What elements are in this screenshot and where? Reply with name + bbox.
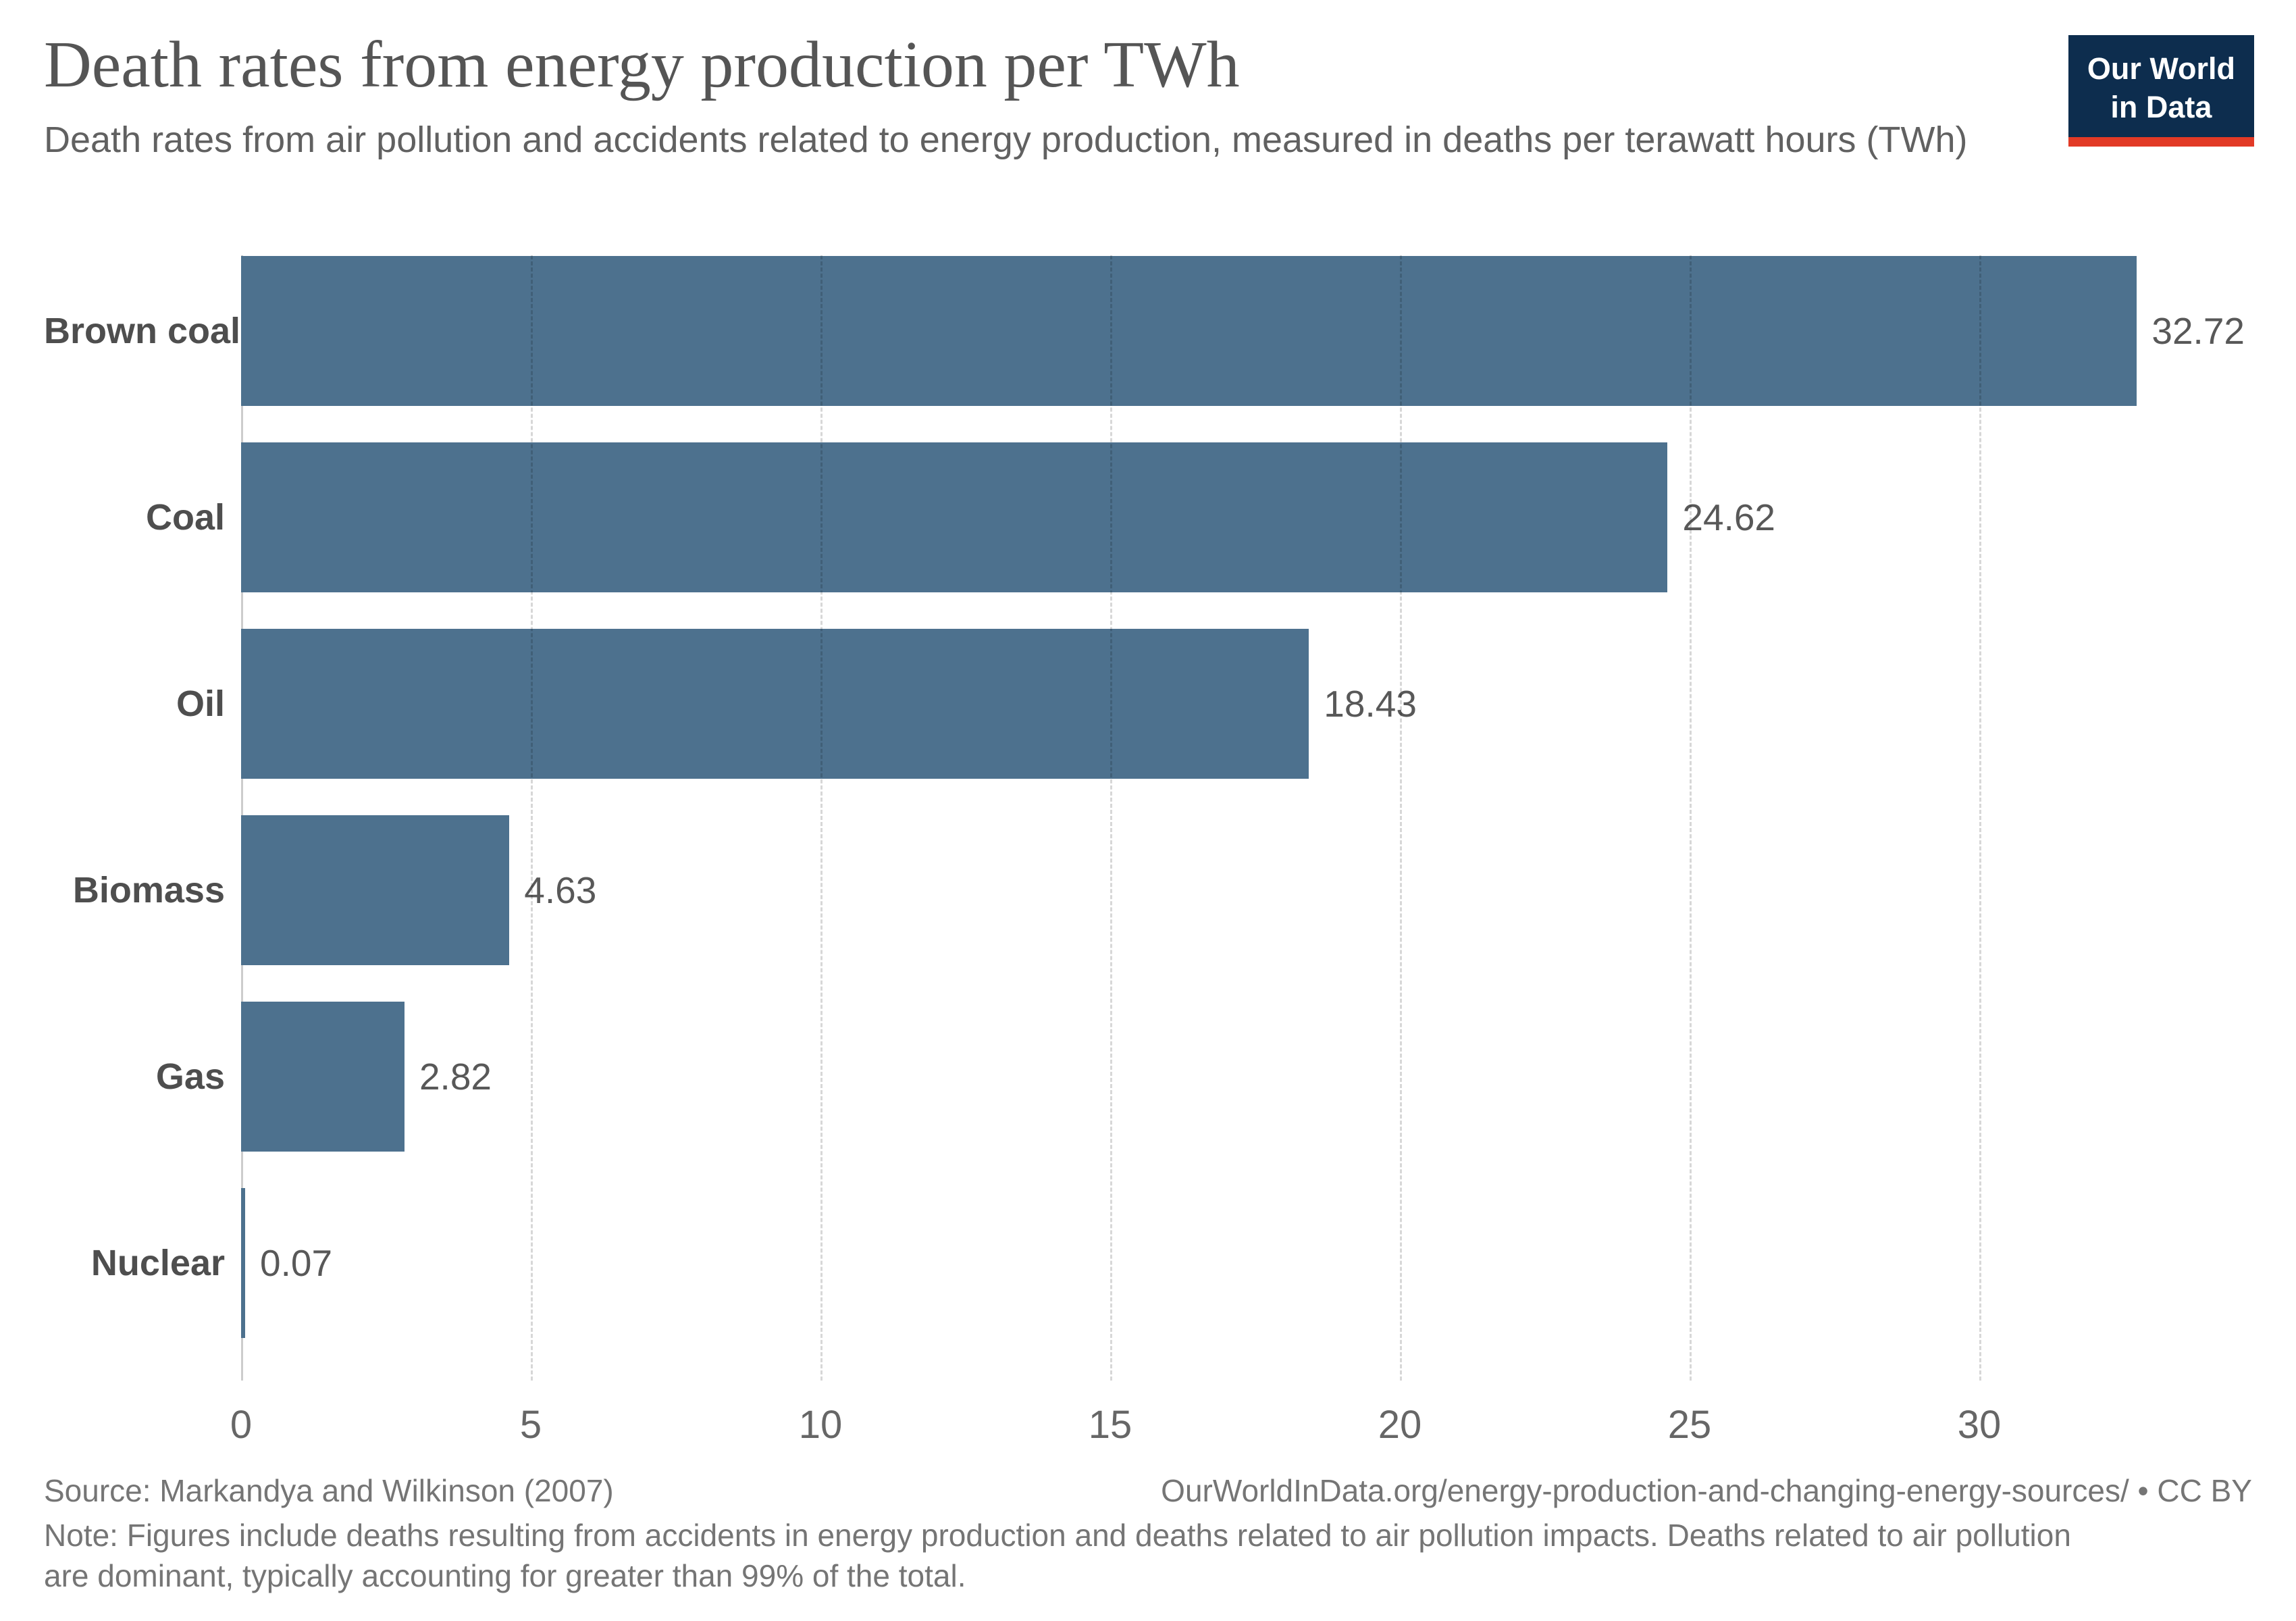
bar-row-coal: Coal 24.62 — [44, 424, 2269, 611]
owid-link-text: OurWorldInData.org/energy-production-and… — [1161, 1473, 2252, 1508]
x-tick-label-30: 30 — [1957, 1403, 2002, 1447]
value-label: 18.43 — [1324, 683, 1417, 725]
category-label: Biomass — [72, 870, 225, 910]
owid-logo-line2: in Data — [2110, 89, 2212, 124]
x-tick-label-15: 15 — [1088, 1403, 1132, 1447]
bar-row-brown-coal: Brown coal 32.72 — [44, 238, 2269, 424]
x-tick-label-25: 25 — [1667, 1403, 1712, 1447]
x-tick-label-20: 20 — [1378, 1403, 1422, 1447]
bar-track: 2.82 — [241, 983, 2269, 1170]
x-tick-label-5: 5 — [519, 1403, 542, 1447]
bar — [241, 629, 1309, 779]
value-label: 2.82 — [419, 1056, 492, 1098]
bar-row-nuclear: Nuclear 0.07 — [44, 1170, 2269, 1356]
value-label: 0.07 — [260, 1242, 333, 1284]
bar-track: 4.63 — [241, 797, 2269, 983]
bar-rows: Brown coal 32.72 Coal 24.62 Oil 18.43 Biomass 4… — [44, 238, 2269, 1356]
bar-chart: Brown coal 32.72 Coal 24.62 Oil 18.43 Biomass 4… — [44, 238, 2269, 1447]
bar — [241, 1188, 245, 1338]
source-text: Source: Markandya and Wilkinson (2007) — [44, 1473, 614, 1508]
x-tick-label-10: 10 — [798, 1403, 843, 1447]
bar-track: 0.07 — [241, 1170, 2269, 1356]
bar-row-gas: Gas 2.82 — [44, 983, 2269, 1170]
category-label: Coal — [145, 497, 225, 538]
chart-footer: Source: Markandya and Wilkinson (2007) O… — [44, 1471, 2252, 1596]
value-label: 32.72 — [2151, 310, 2245, 352]
value-label: 4.63 — [524, 869, 597, 911]
bar-track: 32.72 — [241, 238, 2269, 424]
category-label: Brown coal — [44, 311, 241, 351]
bar — [241, 256, 2137, 406]
category-label: Nuclear — [90, 1243, 225, 1283]
x-tick-label-0: 0 — [230, 1403, 253, 1447]
chart-title: Death rates from energy production per T… — [44, 28, 1240, 101]
owid-logo: Our World in Data — [2068, 35, 2254, 147]
bar — [241, 442, 1668, 592]
category-label: Oil — [176, 684, 225, 724]
footer-row: Source: Markandya and Wilkinson (2007) O… — [44, 1471, 2252, 1512]
chart-header: Death rates from energy production per T… — [44, 27, 2252, 165]
bar — [241, 1002, 405, 1152]
value-label: 24.62 — [1682, 496, 1776, 538]
bar-row-oil: Oil 18.43 — [44, 611, 2269, 797]
note-text: Note: Figures include deaths resulting f… — [44, 1517, 2071, 1593]
x-axis-ticks: 0 5 10 15 20 25 30 — [230, 1394, 2269, 1455]
bar — [241, 815, 510, 965]
owid-logo-line1: Our World — [2087, 51, 2235, 86]
bar-track: 18.43 — [241, 611, 2269, 797]
chart-subtitle: Death rates from air pollution and accid… — [44, 119, 1968, 160]
bar-track: 24.62 — [241, 424, 2269, 611]
bar-row-biomass: Biomass 4.63 — [44, 797, 2269, 983]
category-label: Gas — [155, 1056, 225, 1097]
